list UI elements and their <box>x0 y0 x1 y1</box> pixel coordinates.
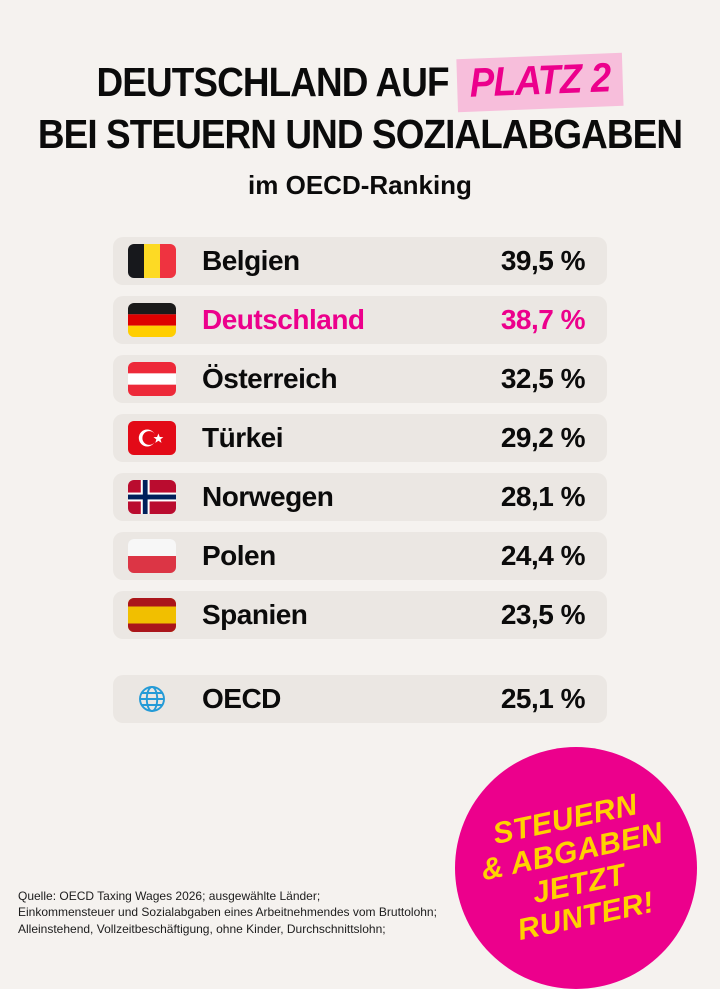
country-label: Deutschland <box>202 304 365 336</box>
value-label: 39,5 % <box>500 245 586 277</box>
country-label: Österreich <box>202 363 338 395</box>
source-line: Alleinstehend, Vollzeitbeschäftigung, oh… <box>18 922 386 937</box>
ranking-row-oecd-average: OECD 25,1 % <box>113 675 607 724</box>
value-label: 23,5 % <box>500 599 586 631</box>
austria-flag-icon <box>128 362 176 397</box>
country-label: Polen <box>202 540 276 572</box>
value-label: 38,7 % <box>500 304 586 336</box>
value-label: 32,5 % <box>500 363 586 395</box>
norway-flag-icon <box>128 480 176 515</box>
title-part-1: DEUTSCHLAND AUF <box>96 59 450 105</box>
value-label: 24,4 % <box>500 540 586 572</box>
ranking-row: Belgien 39,5 % <box>113 237 607 286</box>
title-line-1: DEUTSCHLAND AUF PLATZ 2 <box>36 52 684 112</box>
globe-icon <box>128 682 176 716</box>
ranking-row: Österreich 32,5 % <box>113 355 607 404</box>
country-label: Spanien <box>202 599 308 631</box>
title-line-2: BEI STEUERN UND SOZIALABGABEN <box>37 110 683 157</box>
ranking-list: Belgien 39,5 % Deutschland 38,7 % Österr… <box>113 237 607 724</box>
poland-flag-icon <box>128 539 176 574</box>
rank-highlight-badge: PLATZ 2 <box>456 52 625 112</box>
cta-badge: STEUERN & ABGABEN JETZT RUNTER! <box>455 747 697 989</box>
cta-badge-text: STEUERN & ABGABEN JETZT RUNTER! <box>472 784 680 952</box>
ranking-row-highlighted: Deutschland 38,7 % <box>113 296 607 345</box>
ranking-row: Norwegen 28,1 % <box>113 473 607 522</box>
value-label: 28,1 % <box>500 481 586 513</box>
turkey-flag-icon <box>128 421 176 456</box>
rank-highlight-label: PLATZ 2 <box>469 54 612 106</box>
ranking-row: Polen 24,4 % <box>113 532 607 581</box>
germany-flag-icon <box>128 303 176 338</box>
country-label: Norwegen <box>202 481 334 513</box>
belgium-flag-icon <box>128 244 176 279</box>
source-line: Einkommensteuer und Sozialabgaben eines … <box>18 905 437 920</box>
ranking-row: Spanien 23,5 % <box>113 591 607 640</box>
country-label: Türkei <box>202 422 284 454</box>
title-block: DEUTSCHLAND AUF PLATZ 2 BEI STEUERN UND S… <box>0 0 720 201</box>
country-label: Belgien <box>202 245 300 277</box>
source-line: Quelle: OECD Taxing Wages 2026; ausgewäh… <box>18 888 321 903</box>
spain-flag-icon <box>128 598 176 633</box>
source-note: Quelle: OECD Taxing Wages 2026; ausgewäh… <box>18 888 437 938</box>
ranking-row: Türkei 29,2 % <box>113 414 607 463</box>
value-label: 25,1 % <box>500 683 586 715</box>
subtitle: im OECD-Ranking <box>248 170 472 201</box>
value-label: 29,2 % <box>500 422 586 454</box>
country-label: OECD <box>202 683 281 715</box>
